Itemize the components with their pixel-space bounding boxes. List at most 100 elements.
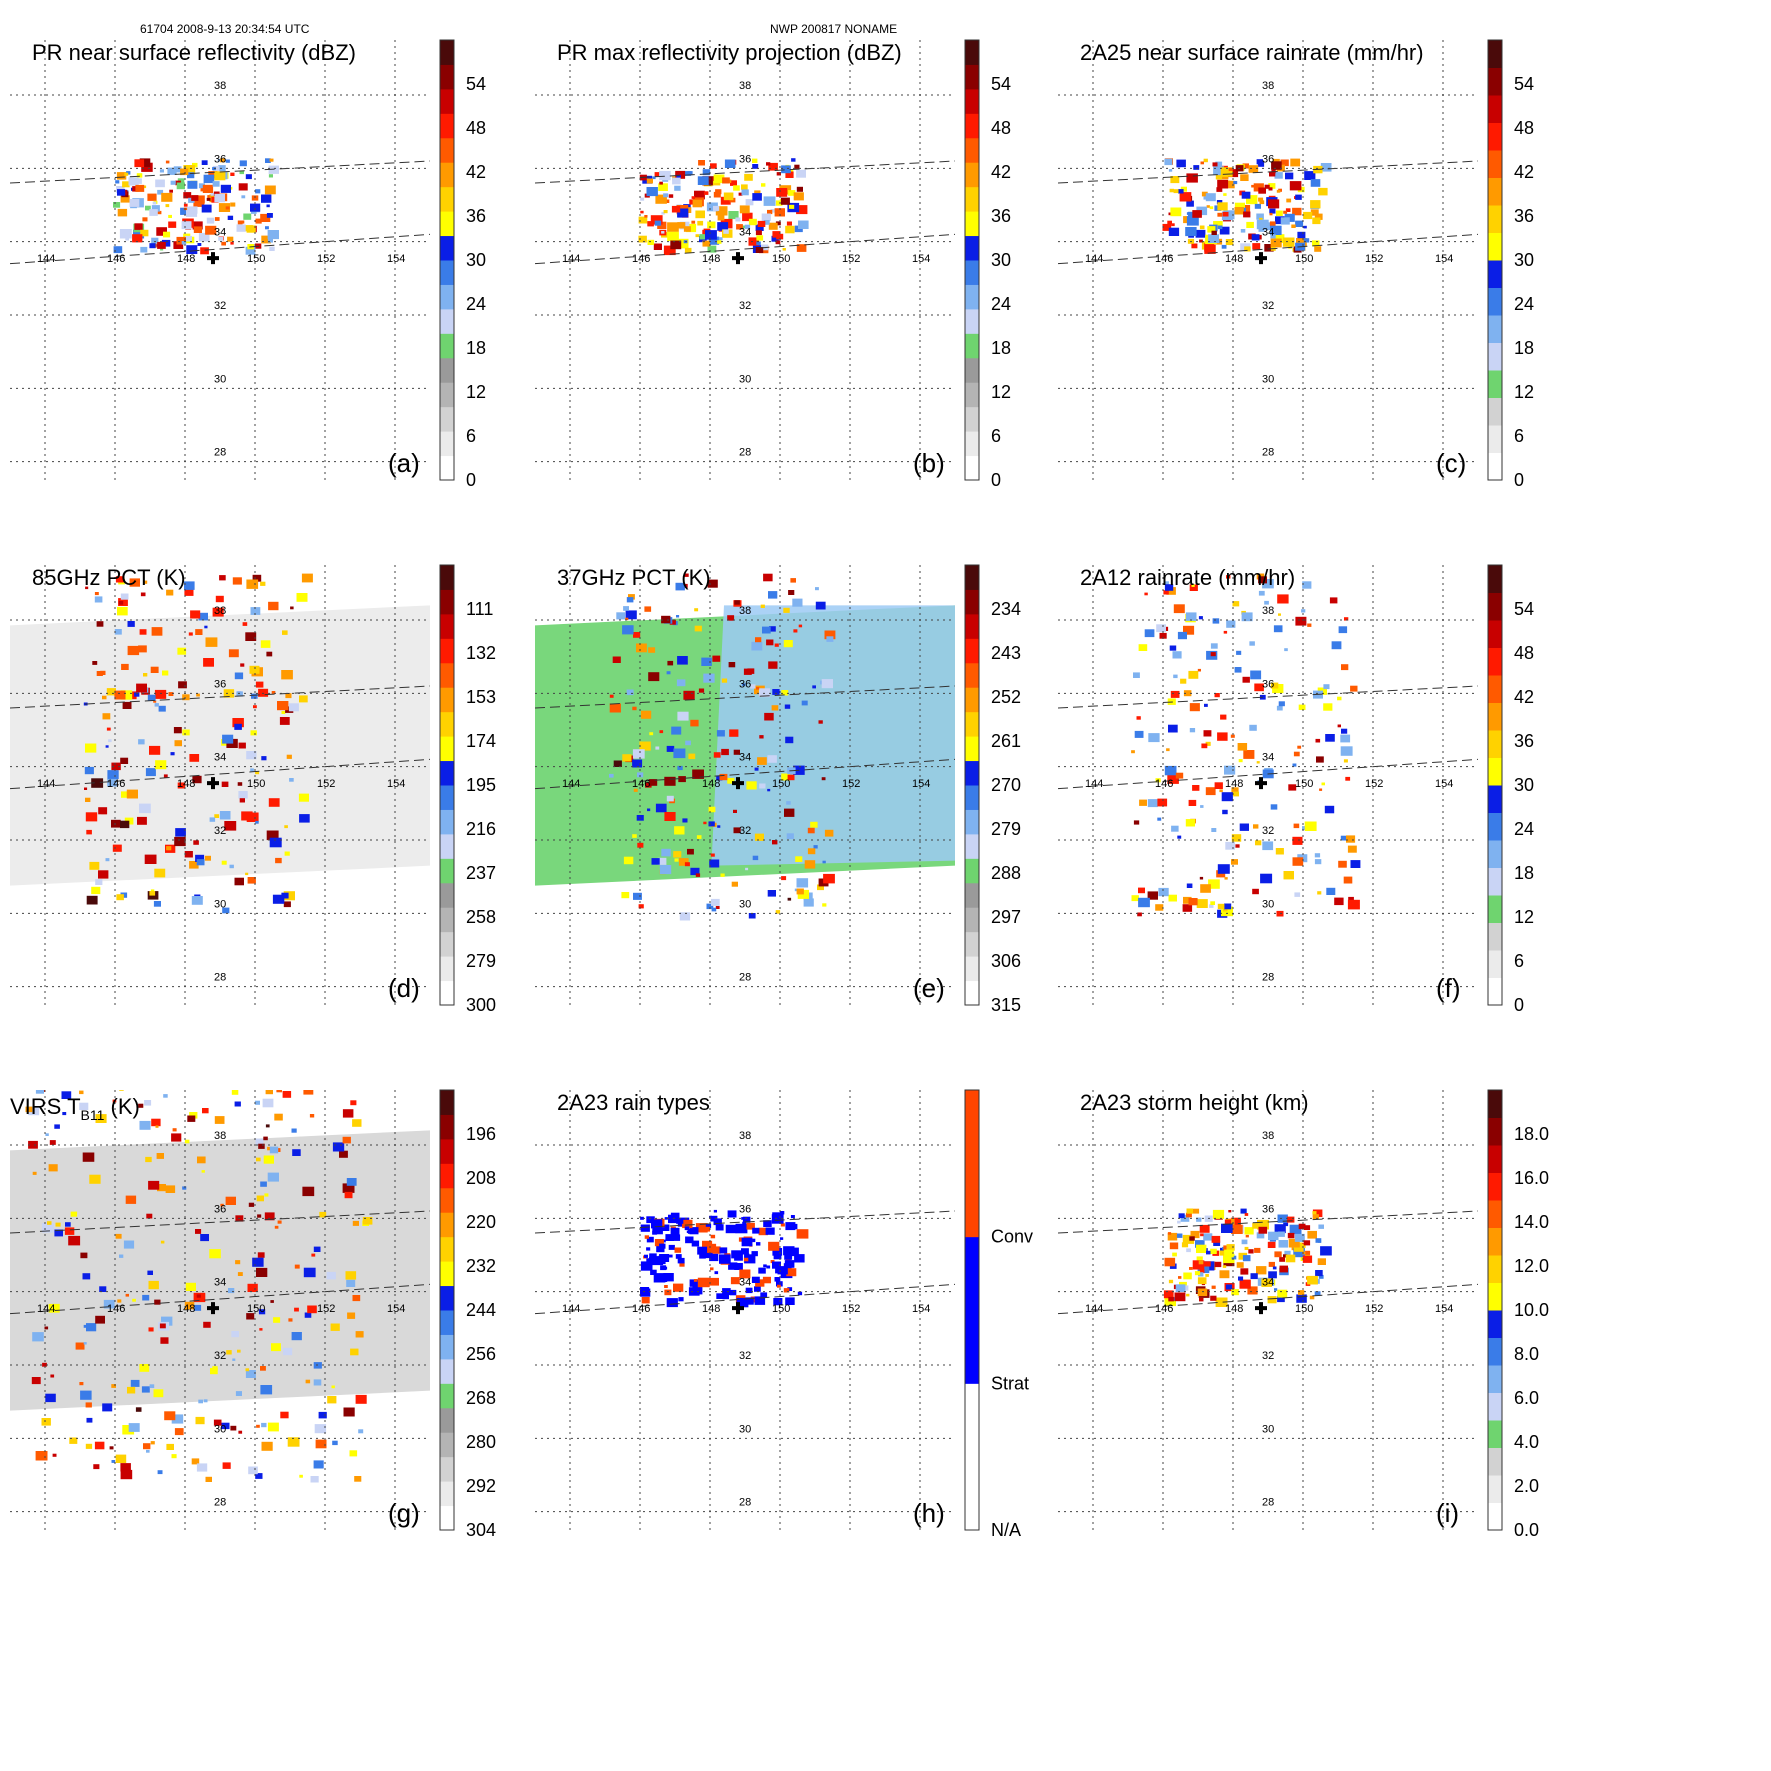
swath-edge-line bbox=[10, 233, 430, 265]
data-pixel bbox=[717, 240, 722, 244]
data-pixel bbox=[1310, 209, 1319, 216]
data-pixel bbox=[1285, 1254, 1296, 1263]
data-pixel bbox=[651, 1256, 664, 1266]
data-pixel bbox=[250, 203, 261, 212]
data-pixel bbox=[1167, 1232, 1172, 1235]
data-pixel bbox=[140, 246, 148, 253]
data-pixel bbox=[1257, 161, 1265, 167]
data-pixel bbox=[265, 1124, 270, 1128]
lon-tick-label: 154 bbox=[1435, 253, 1453, 265]
data-pixel bbox=[128, 177, 139, 186]
data-pixel bbox=[256, 1424, 260, 1428]
data-pixel bbox=[1233, 791, 1239, 797]
colorbar-label: 12 bbox=[1514, 907, 1534, 927]
data-pixel bbox=[332, 1142, 345, 1152]
data-pixel bbox=[1254, 203, 1261, 209]
data-pixel bbox=[1212, 162, 1218, 167]
data-pixel bbox=[265, 226, 269, 230]
data-pixel bbox=[1223, 1245, 1230, 1251]
colorbar-segment bbox=[1488, 397, 1502, 426]
data-pixel bbox=[362, 1217, 373, 1225]
data-pixel bbox=[1294, 1233, 1305, 1242]
data-pixel bbox=[704, 1226, 710, 1232]
data-pixel bbox=[126, 171, 131, 175]
data-pixel bbox=[722, 1293, 729, 1300]
data-pixel bbox=[275, 857, 282, 864]
data-pixel bbox=[774, 208, 785, 217]
data-pixel bbox=[724, 159, 736, 168]
data-pixel bbox=[187, 1115, 196, 1122]
data-pixel bbox=[1189, 1267, 1193, 1270]
swath-edge-line bbox=[535, 685, 955, 709]
data-pixel bbox=[744, 224, 751, 229]
data-pixel bbox=[1185, 227, 1197, 237]
data-pixel bbox=[695, 210, 705, 219]
data-pixel bbox=[145, 205, 151, 211]
data-pixel bbox=[210, 192, 215, 196]
data-pixel bbox=[1312, 240, 1320, 247]
data-pixel bbox=[710, 163, 717, 169]
data-pixel bbox=[318, 1411, 327, 1419]
colorbar-label: 0 bbox=[991, 470, 1001, 490]
data-pixel bbox=[1235, 844, 1240, 848]
data-pixel bbox=[772, 1261, 781, 1269]
data-pixel bbox=[174, 1428, 184, 1436]
colorbar-segment bbox=[1488, 812, 1502, 841]
data-pixel bbox=[280, 1411, 289, 1419]
data-pixel bbox=[1258, 187, 1266, 194]
data-pixel bbox=[793, 629, 798, 633]
data-pixel bbox=[349, 1450, 358, 1457]
data-pixel bbox=[134, 692, 140, 697]
data-pixel bbox=[124, 172, 129, 176]
data-pixel bbox=[1215, 174, 1223, 180]
colorbar-segment bbox=[965, 186, 979, 212]
data-pixel bbox=[203, 1321, 211, 1328]
data-pixel bbox=[1217, 732, 1228, 741]
data-pixel bbox=[32, 1171, 37, 1175]
data-pixel bbox=[264, 1212, 275, 1221]
data-pixel bbox=[644, 215, 648, 218]
data-pixel bbox=[122, 181, 130, 188]
data-pixel bbox=[710, 1215, 718, 1222]
data-pixel bbox=[344, 1191, 353, 1199]
data-pixel bbox=[664, 1289, 672, 1296]
data-pixel bbox=[625, 617, 629, 621]
data-pixel bbox=[168, 214, 172, 218]
lon-tick-label: 152 bbox=[317, 1303, 335, 1315]
data-pixel bbox=[1268, 1261, 1275, 1267]
data-pixel bbox=[1217, 225, 1223, 230]
data-pixel bbox=[768, 661, 778, 669]
colorbar-segment bbox=[440, 406, 454, 432]
data-pixel bbox=[92, 661, 98, 665]
data-pixel bbox=[1219, 1250, 1226, 1256]
lon-tick-label: 146 bbox=[107, 778, 125, 790]
data-pixel bbox=[246, 751, 257, 760]
data-pixel bbox=[267, 1146, 272, 1151]
lon-tick-label: 154 bbox=[387, 778, 405, 790]
colorbar-segment bbox=[1488, 1172, 1502, 1201]
data-pixel bbox=[707, 245, 717, 253]
data-pixel bbox=[751, 641, 763, 651]
data-pixel bbox=[1326, 887, 1336, 895]
data-pixel bbox=[632, 706, 637, 711]
data-pixel bbox=[292, 1149, 301, 1156]
data-pixel bbox=[147, 694, 156, 701]
data-pixel bbox=[287, 1437, 300, 1447]
data-pixel bbox=[115, 1233, 122, 1239]
data-pixel bbox=[796, 878, 809, 888]
data-pixel bbox=[261, 235, 271, 244]
data-pixel bbox=[672, 177, 681, 185]
data-pixel bbox=[711, 907, 717, 912]
data-pixel bbox=[224, 821, 237, 831]
colorbar-label: 42 bbox=[991, 162, 1011, 182]
data-pixel bbox=[228, 1288, 235, 1294]
colorbar-segment bbox=[1488, 1420, 1502, 1448]
data-pixel bbox=[715, 1224, 724, 1231]
data-pixel bbox=[231, 1090, 239, 1095]
storm-center-marker bbox=[207, 252, 219, 265]
colorbar-segment bbox=[965, 638, 979, 664]
colorbar-segment bbox=[1488, 620, 1502, 648]
data-pixel bbox=[1269, 212, 1273, 216]
